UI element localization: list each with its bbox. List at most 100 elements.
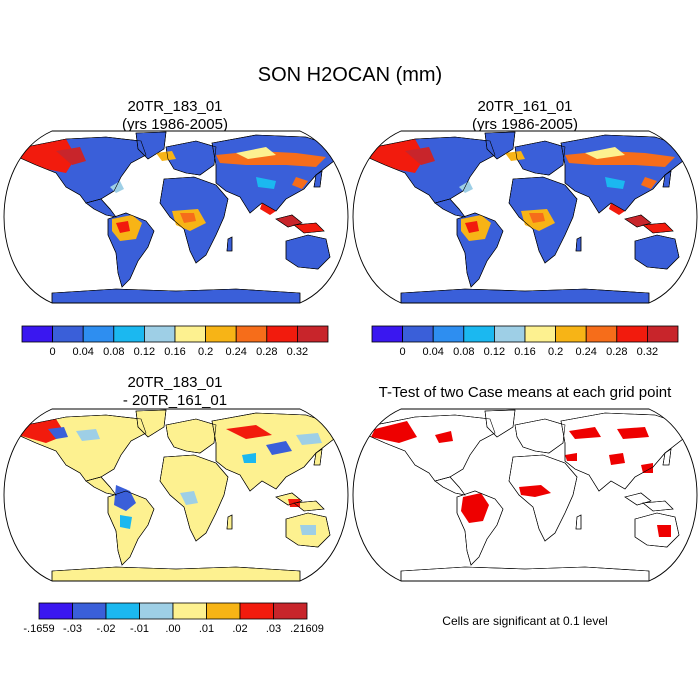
data-region (48, 427, 68, 439)
map-top-left (3, 130, 349, 304)
colorbar-tick-label: .02 (232, 623, 248, 635)
map-border (3, 130, 349, 304)
significant-region (565, 453, 577, 461)
data-region (260, 203, 276, 215)
colorbars (21, 325, 679, 620)
colorbar-tick-label: 0.32 (636, 346, 659, 358)
colorbar-swatch (143, 325, 176, 343)
significant-region (435, 431, 453, 443)
colorbar-swatch (432, 325, 465, 343)
colorbar-swatch (463, 325, 495, 343)
data-region (56, 147, 86, 165)
data-region (114, 485, 136, 511)
data-region (459, 181, 473, 193)
colorbar-tick-label: 0 (399, 346, 406, 358)
significant-region (617, 427, 649, 439)
data-region (156, 151, 176, 161)
colorbar-tick-label: 0.24 (225, 346, 247, 358)
colorbar-tick-label: 0.12 (133, 346, 156, 358)
data-region (76, 429, 100, 441)
data-region (256, 177, 276, 189)
panel-title-line1: 20TR_161_01 (477, 98, 573, 115)
colorbar-swatch (82, 325, 115, 343)
colorbar-bottom-left (38, 602, 308, 620)
data-region (405, 147, 435, 165)
panel-title-top-right: 20TR_161_01 (yrs 1986-2005) (370, 98, 680, 134)
colorbar-tick-label: 0.08 (453, 346, 475, 358)
figure-title: SON H2OCAN (mm) (257, 64, 443, 86)
colorbar-tick-label: 0.08 (103, 346, 125, 358)
map-border (3, 408, 349, 582)
colorbar-swatch (296, 325, 329, 343)
colorbar-swatch (524, 325, 557, 343)
colorbar-tick-label: 0.28 (606, 346, 628, 358)
data-region (643, 223, 673, 233)
colorbar-tick-label: 0 (49, 346, 56, 358)
colorbar-swatch (172, 602, 207, 620)
colorbar-swatch (205, 325, 237, 343)
data-region (367, 139, 425, 173)
colorbar-tick-label: 0.32 (286, 346, 309, 358)
colorbar-swatch (493, 325, 526, 343)
colorbar-swatch (52, 325, 84, 343)
data-region (110, 181, 124, 193)
colorbar-swatch (38, 602, 73, 620)
colorbar-tick-label: 0.2 (547, 346, 564, 358)
colorbar-swatch (21, 325, 54, 343)
data-region (236, 147, 276, 159)
colorbar-swatch (402, 325, 434, 343)
colorbar-swatch (239, 602, 274, 620)
data-region (505, 151, 525, 161)
colorbar-tick-label: -.03 (63, 623, 82, 635)
data-region (180, 491, 198, 505)
colorbar-swatch (105, 602, 140, 620)
map-top-right (352, 130, 698, 304)
data-region (465, 221, 479, 233)
data-region (300, 525, 316, 535)
significant-region (657, 525, 671, 537)
significant-region (519, 485, 551, 497)
colorbar-tick-label: 0.16 (164, 346, 186, 358)
data-region (585, 147, 625, 159)
colorbar-swatch (235, 325, 268, 343)
data-region (18, 419, 66, 443)
significant-region (609, 453, 625, 465)
panel-title-bottom-left: 20TR_183_01 - 20TR_161_01 (20, 374, 330, 410)
data-region (292, 177, 308, 189)
significance-note: Cells are significant at 0.1 level (442, 614, 608, 628)
panel-title-top-left: 20TR_183_01 (yrs 1986-2005) (20, 98, 330, 134)
colorbar-swatch (616, 325, 648, 343)
colorbar-tick-label: 0.24 (575, 346, 597, 358)
colorbar-tick-label: .03 (265, 623, 282, 635)
data-region (180, 213, 196, 223)
colorbar-swatch (273, 602, 308, 620)
significant-region (641, 463, 653, 473)
data-region (605, 177, 625, 189)
colorbar-tick-label: -.1659 (23, 623, 55, 635)
map-bottom-right (352, 408, 698, 582)
data-region (294, 223, 324, 233)
panel-title-line1: 20TR_183_01 (127, 98, 223, 115)
panel-title-line1: 20TR_183_01 (127, 374, 223, 391)
colorbar-tick-label: -.01 (130, 623, 149, 635)
colorbar-tick-label: 0.16 (514, 346, 536, 358)
colorbar-tick-label: .21609 (290, 623, 324, 635)
colorbar-tick-label: .01 (198, 623, 215, 635)
colorbar-swatch (266, 325, 298, 343)
colorbar-tick-label: 0.28 (256, 346, 278, 358)
significant-region (461, 493, 489, 523)
colorbar-tick-label: 0.12 (483, 346, 506, 358)
colorbar-tick-label: -.02 (96, 623, 116, 635)
colorbar-swatch (139, 602, 174, 620)
map-border (352, 408, 698, 582)
data-region (242, 453, 256, 463)
data-region (120, 515, 132, 529)
data-region (641, 177, 657, 189)
colorbar-tick-label: 0.04 (72, 346, 94, 358)
colorbar-swatch (206, 602, 241, 620)
panel-title-line2: (yrs 1986-2005) (122, 116, 228, 133)
data-region (116, 221, 130, 233)
data-region (266, 441, 292, 455)
data-region (18, 139, 76, 173)
